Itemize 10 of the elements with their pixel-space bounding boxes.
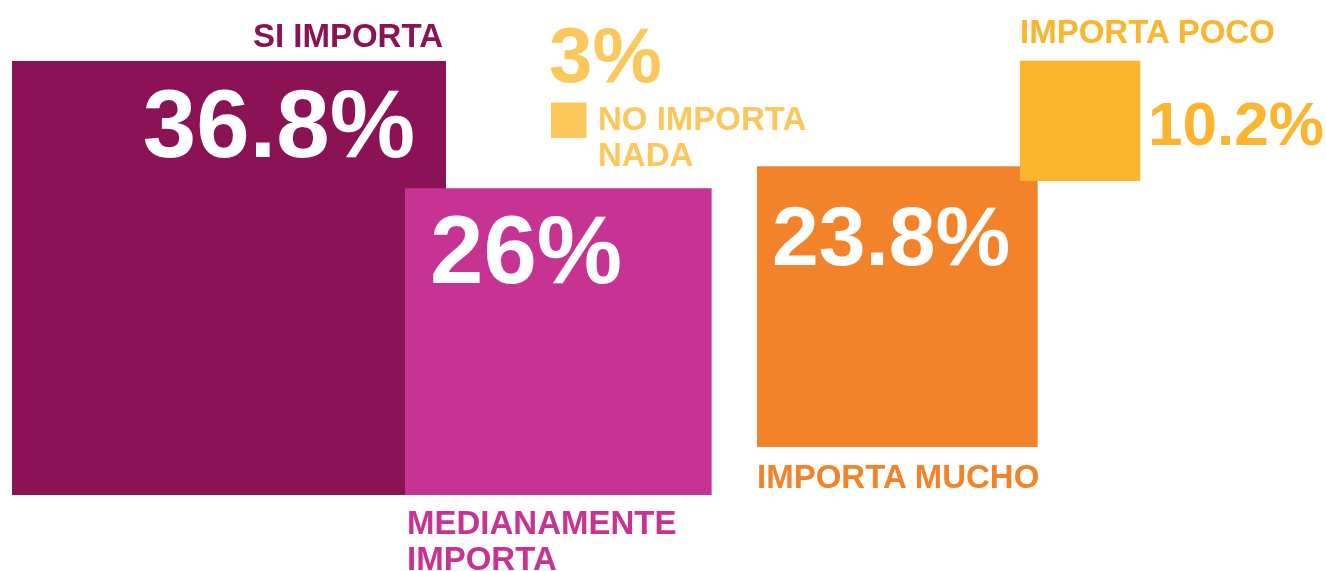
data-label: 23.8% bbox=[772, 189, 1011, 283]
data-label: 36.8% bbox=[142, 70, 415, 177]
category-label: IMPORTA POCO bbox=[1020, 13, 1275, 50]
category-label: SI IMPORTA bbox=[252, 17, 443, 54]
category-label: IMPORTA MUCHO bbox=[757, 458, 1040, 495]
data-label: 10.2% bbox=[1148, 89, 1324, 158]
data-label: 26% bbox=[430, 196, 623, 303]
data-label: 3% bbox=[549, 11, 662, 99]
category-label: MEDIANAMENTE IMPORTA bbox=[407, 504, 677, 571]
category-label: NO IMPORTA NADA bbox=[598, 100, 807, 173]
